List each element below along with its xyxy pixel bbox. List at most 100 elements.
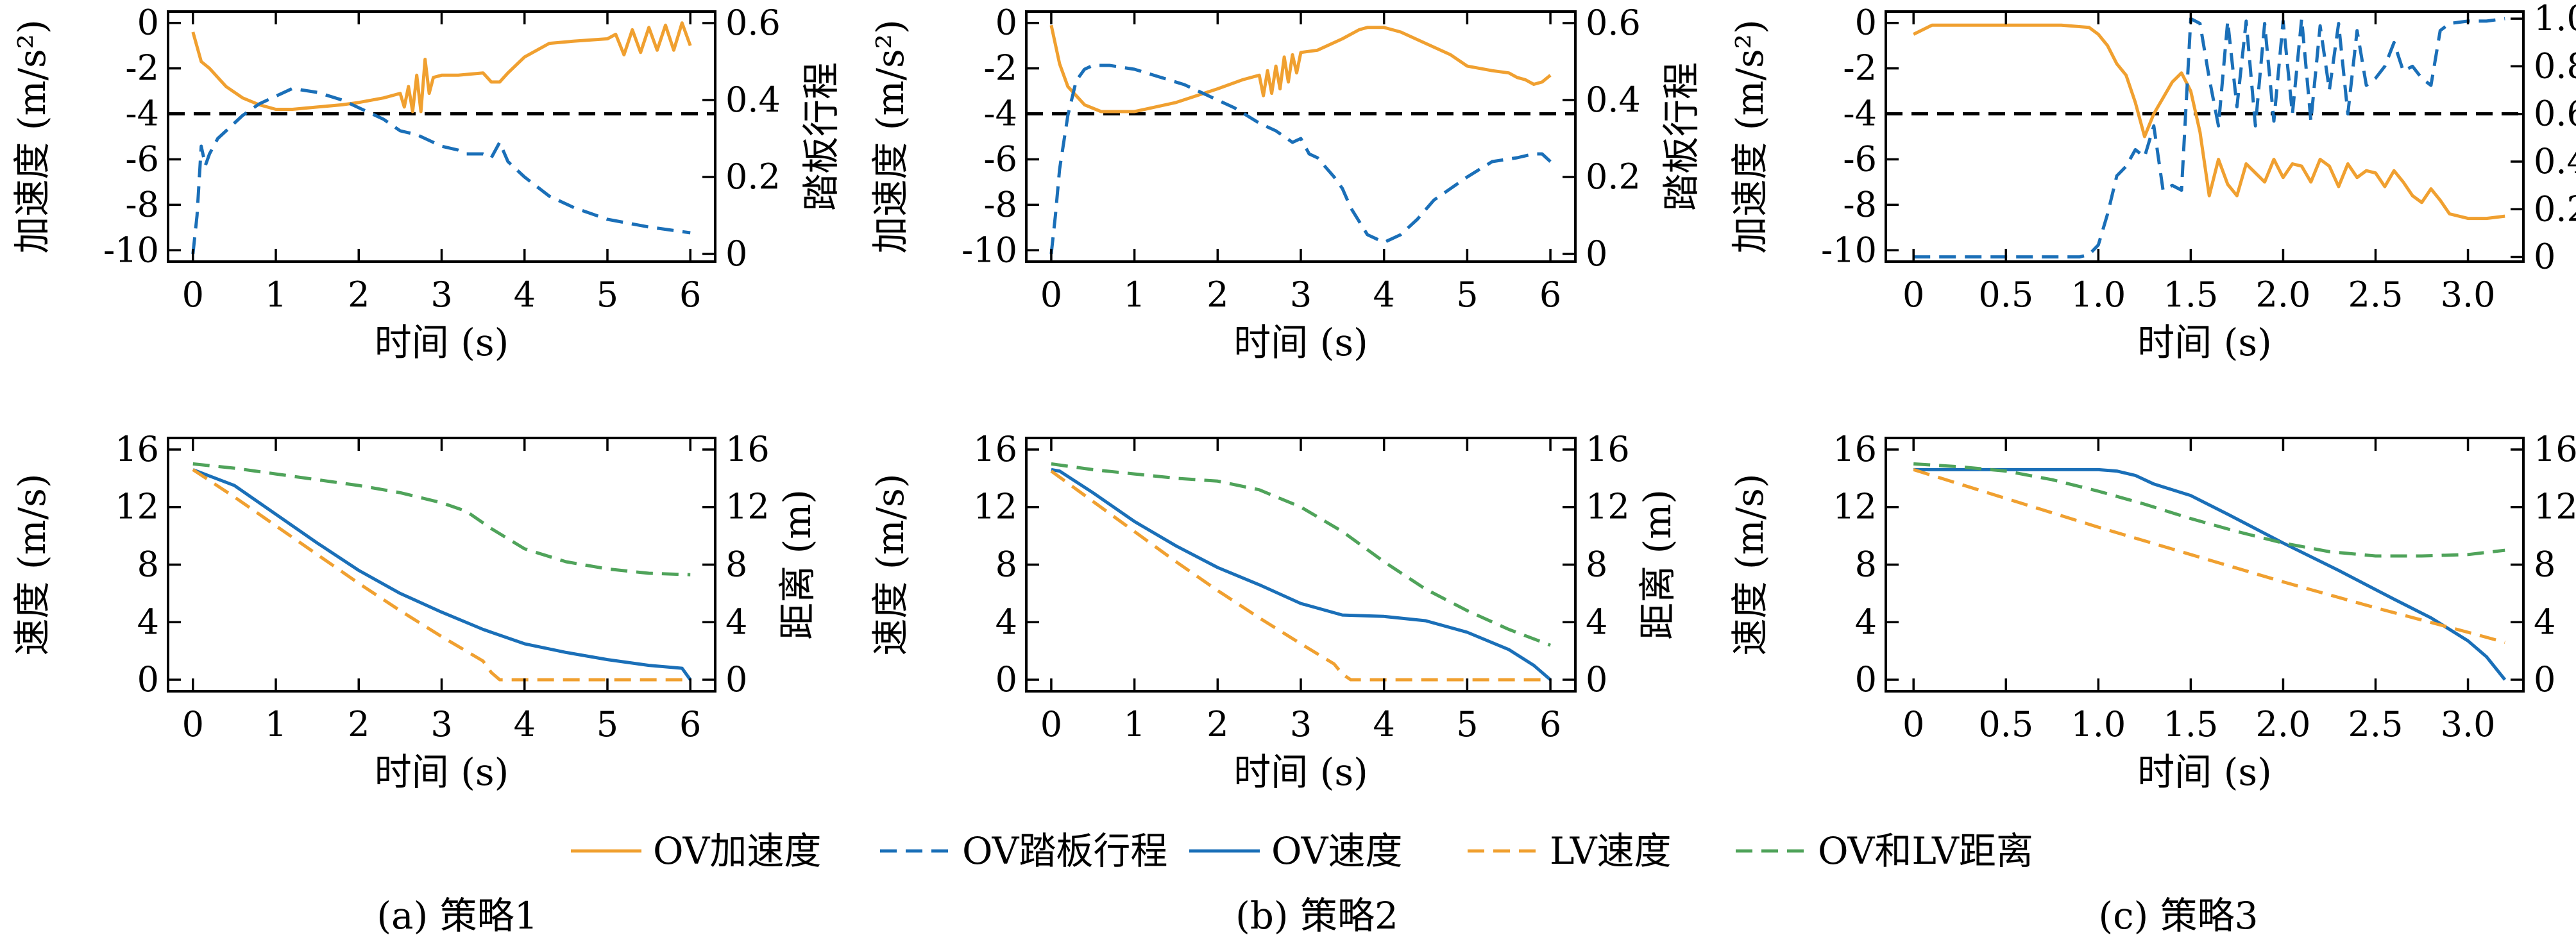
- y-tick-label: 12: [115, 487, 159, 527]
- x-tick-label: 0: [1902, 704, 1924, 744]
- x-tick-label: 4: [514, 274, 536, 315]
- y-tick-label: 4: [137, 601, 159, 642]
- x-tick-label: 3: [1290, 274, 1312, 315]
- y2-tick-label: 16: [1586, 429, 1630, 469]
- y-tick-label: 4: [996, 601, 1017, 642]
- y2-tick-label: 8: [1586, 544, 1607, 585]
- x-tick-label: 2.0: [2256, 704, 2311, 744]
- y-axis-label: 速度 (m/s): [1728, 474, 1772, 656]
- x-tick-label: 0: [1902, 274, 1924, 315]
- y2-axis-label: 距离 (m): [1636, 489, 1679, 640]
- y-tick-label: 0: [1855, 3, 1877, 43]
- y2-tick-label: 4: [1586, 601, 1607, 642]
- captions: (a) 策略1 (b) 策略2 (c) 策略3: [377, 894, 2258, 938]
- y-tick-label: -4: [1843, 94, 1877, 134]
- y-axis-label: 加速度 (m/s²): [10, 19, 54, 253]
- x-tick-label: 1: [1123, 274, 1145, 315]
- y-tick-label: -6: [1843, 139, 1877, 179]
- x-axis-label: 时间 (s): [1233, 321, 1368, 364]
- x-tick-label: 1.5: [2163, 704, 2218, 744]
- y-tick-label: -6: [125, 139, 159, 179]
- x-tick-label: 6: [679, 274, 701, 315]
- legend-label: OV和LV距离: [1818, 829, 2033, 873]
- x-tick-label: 5: [1456, 704, 1478, 744]
- y-axis-label: 速度 (m/s): [10, 474, 54, 656]
- y2-tick-label: 0: [2534, 237, 2555, 277]
- series-line-2: [191, 87, 691, 255]
- y2-tick-label: 0.2: [725, 156, 781, 197]
- subplot-3: 0 0.5 1.0 1.5 2.0 2.5 3.0 0 -2 -4 -6 -8 -10 0 0.2 0.4 0.…: [1728, 0, 2576, 364]
- legend-label: LV速度: [1550, 829, 1672, 873]
- y2-tick-label: 0.6: [2534, 94, 2576, 134]
- y-tick-label: -2: [125, 48, 159, 88]
- y2-axis-label: 踏板行程: [1659, 62, 1703, 211]
- y2-tick-label: 0.2: [1586, 156, 1641, 197]
- y2-tick-label: 0: [2534, 659, 2555, 700]
- legend-label: OV踏板行程: [962, 829, 1167, 873]
- x-tick-label: 2.5: [2348, 274, 2403, 315]
- y2-tick-label: 0: [1586, 659, 1607, 700]
- y2-tick-label: 0.4: [1586, 80, 1641, 120]
- series-line-3: [1051, 462, 1551, 647]
- y-axis-label: 加速度 (m/s²): [869, 19, 912, 253]
- x-axis-label: 时间 (s): [375, 321, 509, 364]
- y2-tick-label: 16: [725, 429, 770, 469]
- y2-tick-label: 4: [2534, 601, 2555, 642]
- series-line-1: [1913, 467, 2507, 681]
- legend-label: OV加速度: [653, 829, 821, 873]
- caption-a: (a) 策略1: [377, 894, 538, 938]
- subplot-1: 0 1 2 3 4 5 60-2-4-6-8-10 00.20.40.6时间 (s)加速度 (…: [10, 3, 843, 364]
- x-tick-label: 0: [182, 274, 204, 315]
- x-tick-label: 3: [1290, 704, 1312, 744]
- y-tick-label: -2: [983, 48, 1017, 88]
- x-tick-label: 6: [1539, 274, 1561, 315]
- y-tick-label: 8: [996, 544, 1017, 585]
- series-line-1: [1049, 24, 1552, 114]
- x-axis-label: 时间 (s): [2137, 750, 2271, 794]
- x-tick-label: 6: [1539, 704, 1561, 744]
- y2-tick-label: 8: [2534, 544, 2555, 585]
- y2-tick-label: 0: [725, 659, 747, 700]
- x-tick-label: 3: [430, 704, 452, 744]
- series-line-1: [1913, 23, 2505, 221]
- x-axis-label: 时间 (s): [375, 750, 509, 794]
- x-tick-label: 1: [265, 274, 287, 315]
- series-line-1: [191, 21, 692, 114]
- y-tick-label: -6: [983, 139, 1017, 179]
- y2-tick-label: 1.0: [2534, 0, 2576, 38]
- y-axis-label: 速度 (m/s): [869, 474, 912, 656]
- axes-frame: [1885, 10, 2525, 263]
- y2-tick-label: 8: [725, 544, 747, 585]
- x-tick-label: 2: [348, 704, 369, 744]
- x-tick-label: 3.0: [2441, 704, 2496, 744]
- y-tick-label: 4: [1855, 601, 1877, 642]
- x-axis-label: 时间 (s): [2137, 321, 2271, 364]
- x-tick-label: 2: [1207, 704, 1228, 744]
- x-tick-label: 2.5: [2348, 704, 2403, 744]
- series-line-2: [1050, 469, 1551, 682]
- y2-tick-label: 12: [725, 487, 770, 527]
- axes-frame: [167, 437, 716, 693]
- x-axis-label: 时间 (s): [1233, 750, 1368, 794]
- caption-c: (c) 策略3: [2098, 894, 2258, 938]
- y-tick-label: -8: [125, 184, 159, 224]
- x-tick-label: 3.0: [2441, 274, 2496, 315]
- y2-axis-label: 踏板行程: [799, 62, 843, 211]
- x-tick-label: 1: [265, 704, 287, 744]
- axes-frame: [1025, 437, 1577, 693]
- series-line-2: [1913, 17, 2505, 259]
- x-tick-label: 0: [1040, 704, 1062, 744]
- y-tick-label: -10: [103, 230, 159, 270]
- y-tick-label: 0: [137, 659, 159, 700]
- x-tick-label: 0: [182, 704, 204, 744]
- y-axis-label: 加速度 (m/s²): [1728, 19, 1772, 253]
- series-line-2: [1913, 468, 2505, 644]
- x-tick-label: 2: [348, 274, 369, 315]
- x-tick-label: 0.5: [1978, 704, 2033, 744]
- x-tick-label: 4: [1373, 704, 1395, 744]
- axes-frame: [1885, 437, 2525, 693]
- y2-tick-label: 0.6: [725, 3, 781, 43]
- y-tick-label: -10: [1821, 230, 1877, 270]
